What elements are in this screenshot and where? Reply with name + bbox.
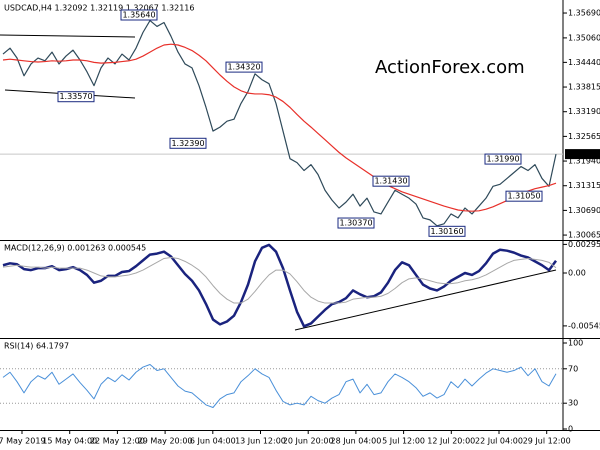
annotation-box [505, 190, 543, 202]
annotation-label: 1.33570 [59, 92, 92, 101]
y-tick-label: 0.00295 [568, 240, 600, 249]
x-tick-label: 6 Jun 04:00 [190, 437, 236, 446]
macd-title: MACD(12,26,9) 0.001263 0.000545 [4, 244, 146, 253]
rsi-title: RSI(14) 64.1797 [4, 342, 69, 351]
annotation-label: 1.30160 [430, 227, 463, 236]
annotation-box [169, 137, 207, 149]
y-tick-label: -0.005455 [568, 321, 600, 330]
y-tick-label: 100 [568, 339, 583, 348]
x-tick-label: 13 Jun 12:00 [235, 437, 286, 446]
y-tick-label: 0 [568, 425, 573, 434]
annotation-label: 1.32390 [171, 139, 204, 148]
x-tick-label: 29 Jul 12:00 [523, 437, 571, 446]
series-line [2, 243, 558, 328]
annotation-box [225, 61, 263, 73]
x-tick-label: 12 Jul 20:00 [427, 437, 475, 446]
y-tick-label: 1.31940 [568, 157, 600, 166]
x-tick-label: 15 May 04:00 [42, 437, 97, 446]
price-title: USDCAD,H4 1.32092 1.32119 1.32067 1.3211… [4, 4, 194, 13]
annotation-label: 1.30370 [339, 219, 372, 228]
trend-line [294, 269, 557, 331]
y-tick-label: 1.30065 [568, 231, 600, 240]
x-tick-label: 20 Jun 20:00 [283, 437, 334, 446]
y-tick-label: 1.33190 [568, 107, 600, 116]
y-tick-label: 1.30690 [568, 206, 600, 215]
annotation-label: 1.31430 [374, 177, 407, 186]
series-line [2, 364, 557, 408]
last-price-box [565, 149, 600, 160]
y-tick-label: 1.32565 [568, 132, 600, 141]
x-tick-label: 22 May 12:00 [90, 437, 145, 446]
x-tick-label: 28 Jun 04:00 [330, 437, 381, 446]
annotation-box [120, 9, 158, 21]
y-tick-label: 1.35690 [568, 9, 600, 18]
series-line [2, 19, 557, 227]
y-tick-label: 1.31315 [568, 181, 600, 190]
y-tick-label: 0.00 [568, 269, 586, 278]
y-tick-label: 1.34440 [568, 58, 600, 67]
annotation-box [372, 175, 410, 187]
annotation-label: 1.31990 [486, 155, 519, 164]
annotation-box [484, 153, 522, 165]
y-tick-label: 1.35060 [568, 33, 600, 42]
annotation-label: 1.35640 [122, 11, 155, 20]
channel-line [0, 34, 136, 38]
series-line [2, 256, 557, 304]
annotation-label: 1.31050 [507, 192, 540, 201]
last-price-label: 1.32116 [568, 150, 600, 159]
y-tick-label: 1.33815 [568, 83, 600, 92]
annotation-box [337, 217, 375, 229]
annotation-box [428, 225, 466, 237]
x-tick-label: 5 Jul 12:00 [382, 437, 425, 446]
series-line [2, 43, 557, 212]
y-tick-label: 70 [568, 364, 578, 373]
x-tick-label: 29 May 20:00 [138, 437, 193, 446]
y-tick-label: 30 [568, 399, 578, 408]
x-tick-label: 7 May 2019 [0, 437, 46, 446]
x-tick-label: 22 Jul 04:00 [475, 437, 523, 446]
watermark: ActionForex.com [375, 57, 525, 78]
annotation-box [57, 91, 95, 103]
annotation-label: 1.34320 [227, 63, 260, 72]
